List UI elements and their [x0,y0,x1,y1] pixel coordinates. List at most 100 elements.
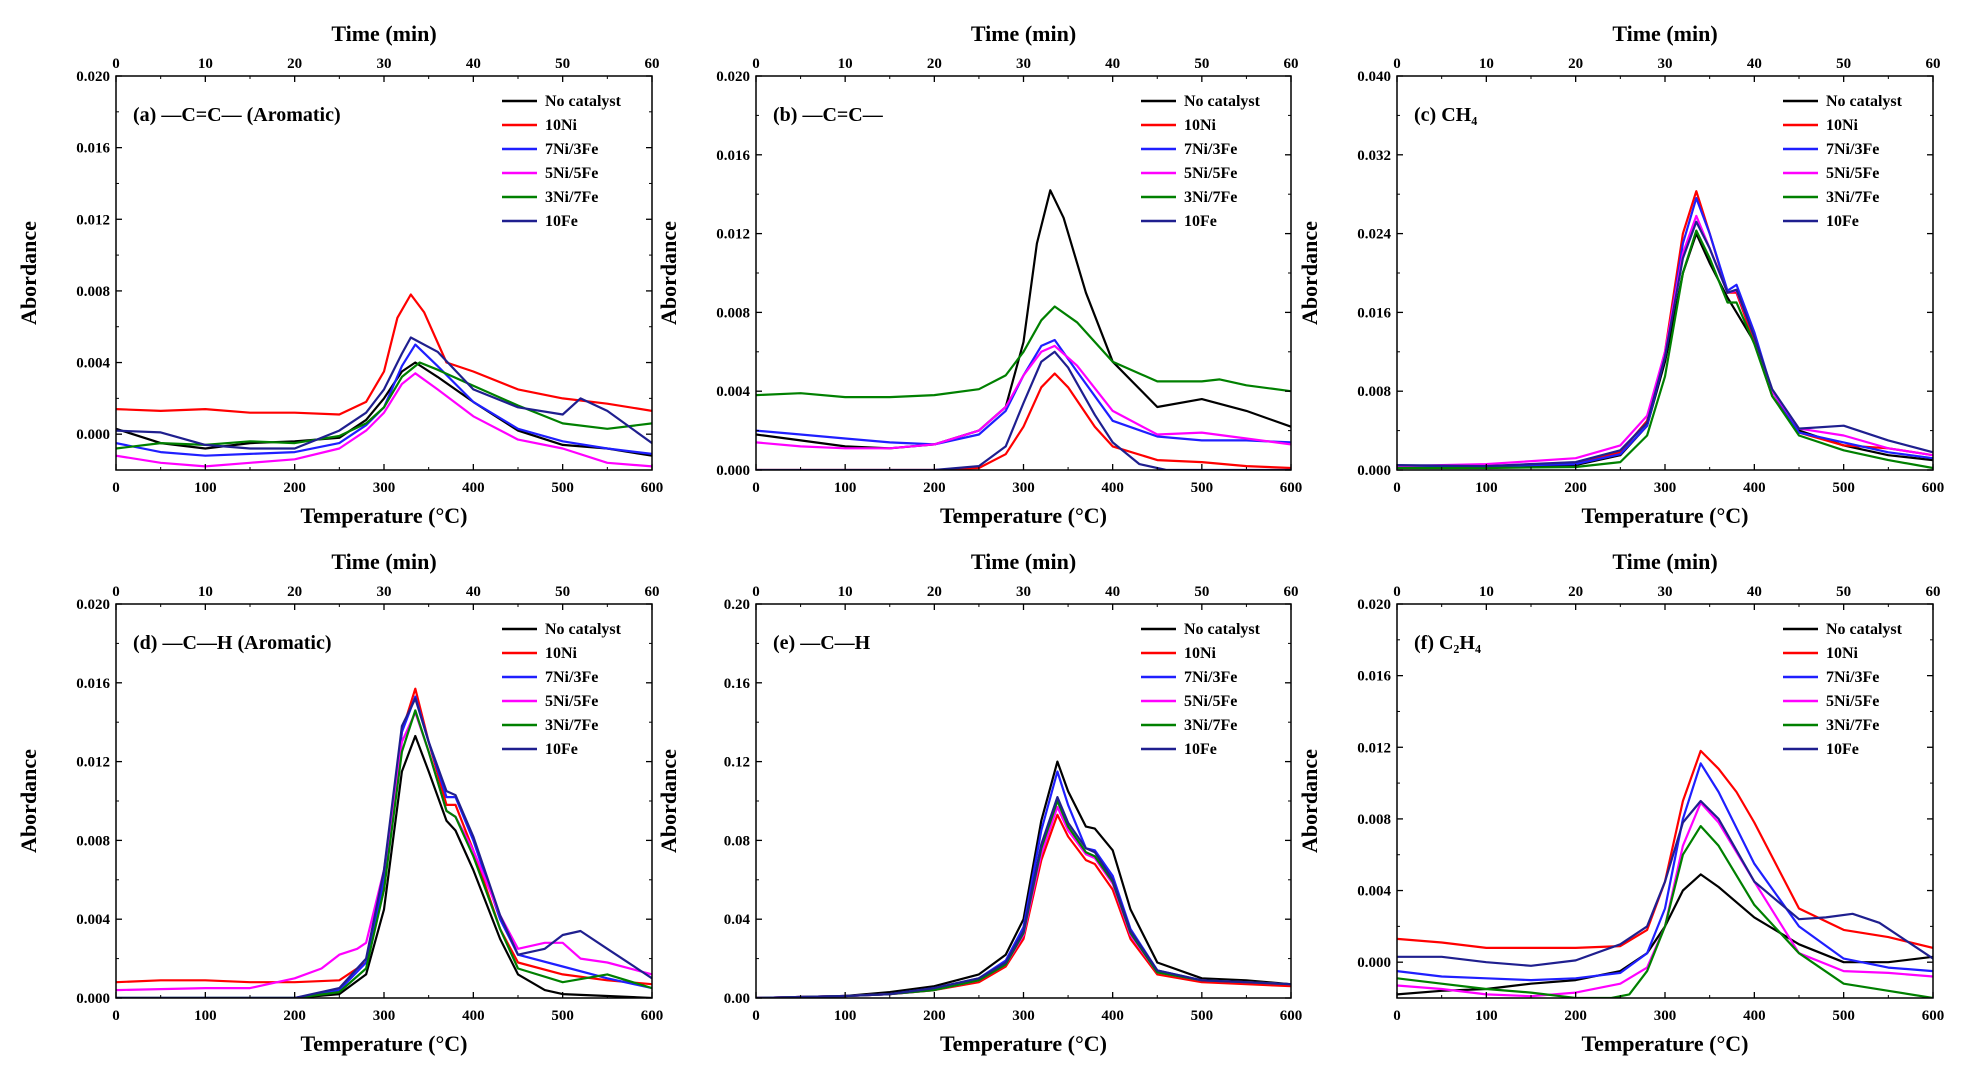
x-tick-label: 100 [194,1008,217,1024]
series-line-f-10fe [1397,799,1933,967]
panel-e: 0 0 100 10 200 20 300 30 400 40 500 50 600 60 0.00 0.04… [656,549,1302,1056]
panel-a: 0 0 100 10 200 20 300 30 400 40 500 50 600 60 0.000 0.0… [16,21,663,528]
y-tick-label: 0.020 [76,69,110,85]
panel-b-series [756,189,1291,470]
panel-b: 0 0 100 10 200 20 300 30 400 40 500 50 600 60 0.000 0.0… [656,21,1302,528]
x-tick-label: 100 [194,480,217,496]
top-tick-label: 20 [927,584,942,600]
top-tick-label: 60 [1284,56,1299,72]
y-tick-label: 0.016 [76,676,110,692]
y-tick-label: 0.000 [76,991,110,1007]
x-tick-label: 100 [1475,480,1498,496]
series-line-f-10ni [1397,749,1933,950]
legend-label: 10Ni [1184,645,1217,662]
x-tick-label: 0 [112,1008,120,1024]
y-axis-title: Abordance [656,749,681,853]
panel-f-series [1397,749,1933,998]
top-tick-label: 40 [466,56,481,72]
x-tick-label: 100 [1475,1008,1498,1024]
y-tick-label: 0.12 [724,755,750,771]
legend: No catalyst 10Ni 7Ni/3Fe 5Ni/5Fe 3Ni/7Fe 10Fe [1783,93,1903,230]
series-line-a-7ni-3fe [116,343,652,457]
legend-label: 5Ni/5Fe [545,693,598,710]
top-tick-label: 60 [645,56,660,72]
x-tick-label: 200 [923,1008,946,1024]
series-line-a-10ni [116,293,652,416]
top-axis-title: Time (min) [331,21,436,46]
top-tick-label: 10 [838,56,853,72]
top-tick-label: 0 [1393,584,1401,600]
top-tick-label: 50 [555,56,570,72]
y-tick-label: 0.000 [76,427,110,443]
panel-d-series [116,687,652,998]
y-tick-label: 0.008 [716,305,750,321]
x-tick-label: 500 [551,1008,574,1024]
top-tick-label: 20 [927,56,942,72]
legend-label: 5Ni/5Fe [1826,165,1879,182]
series-line-b-3ni-7fe [756,305,1291,399]
y-axis-title: Abordance [656,221,681,325]
x-tick-label: 0 [752,480,760,496]
legend: No catalyst 10Ni 7Ni/3Fe 5Ni/5Fe 3Ni/7Fe 10Fe [1783,621,1903,758]
x-tick-label: 200 [1564,1008,1587,1024]
series-line-c-3ni-7fe [1397,229,1933,470]
y-axis-title: Abordance [1297,221,1322,325]
legend-label: 3Ni/7Fe [1184,189,1237,206]
top-tick-label: 50 [1836,584,1851,600]
legend-label: 5Ni/5Fe [1184,693,1237,710]
panel-label: (e) —C—H [773,632,871,654]
top-axis-title: Time (min) [331,549,436,574]
x-tick-label: 200 [283,1008,306,1024]
x-tick-label: 400 [1101,1008,1124,1024]
legend-label: No catalyst [1184,93,1261,110]
top-tick-label: 30 [1016,56,1031,72]
panel-label: (d) —C—H (Aromatic) [133,632,331,654]
y-tick-label: 0.00 [724,991,750,1007]
panel-label: (c) CH₄ [1414,104,1477,126]
x-axis-title: Temperature (°C) [1581,503,1748,528]
y-tick-label: 0.024 [1357,227,1391,243]
x-tick-label: 600 [1280,1008,1303,1024]
x-tick-label: 300 [1654,1008,1677,1024]
top-tick-label: 30 [1658,584,1673,600]
top-tick-label: 40 [1105,56,1120,72]
panel-label: (b) —C=C— [773,104,884,126]
x-tick-label: 300 [1012,480,1035,496]
top-tick-label: 20 [287,56,302,72]
legend-label: No catalyst [1826,93,1903,110]
series-line-d-10fe [116,697,652,998]
y-tick-label: 0.004 [76,912,110,928]
top-tick-label: 10 [1479,584,1494,600]
legend-label: 10Ni [1184,117,1217,134]
series-line-d-no-catalyst [116,734,652,998]
y-tick-label: 0.020 [76,597,110,613]
x-tick-label: 500 [1191,1008,1214,1024]
y-axis-title: Abordance [16,749,41,853]
panel-d: 0 0 100 10 200 20 300 30 400 40 500 50 600 60 0.000 0.0… [16,549,663,1056]
top-tick-label: 0 [1393,56,1401,72]
x-tick-label: 500 [1832,1008,1855,1024]
legend: No catalyst 10Ni 7Ni/3Fe 5Ni/5Fe 3Ni/7Fe 10Fe [502,621,622,758]
series-line-a-5ni-5fe [116,372,652,468]
top-tick-label: 40 [1105,584,1120,600]
series-line-e-10fe [756,795,1291,998]
top-tick-label: 50 [555,584,570,600]
top-tick-label: 40 [1747,56,1762,72]
series-line-b-10ni [756,372,1291,470]
legend: No catalyst 10Ni 7Ni/3Fe 5Ni/5Fe 3Ni/7Fe 10Fe [502,93,622,230]
y-tick-label: 0.016 [1357,305,1391,321]
top-tick-label: 60 [1926,584,1941,600]
top-axis-title: Time (min) [971,549,1076,574]
top-tick-label: 20 [287,584,302,600]
legend-label: 3Ni/7Fe [1826,189,1879,206]
top-tick-label: 10 [838,584,853,600]
top-tick-label: 50 [1194,584,1209,600]
legend-label: 10Fe [545,213,578,230]
legend-label: 10Fe [1184,741,1217,758]
series-line-b-5ni-5fe [756,344,1291,450]
top-tick-label: 0 [752,56,760,72]
top-axis-title: Time (min) [1612,549,1717,574]
legend-label: No catalyst [1826,621,1903,638]
top-tick-label: 10 [1479,56,1494,72]
legend-label: 3Ni/7Fe [545,189,598,206]
